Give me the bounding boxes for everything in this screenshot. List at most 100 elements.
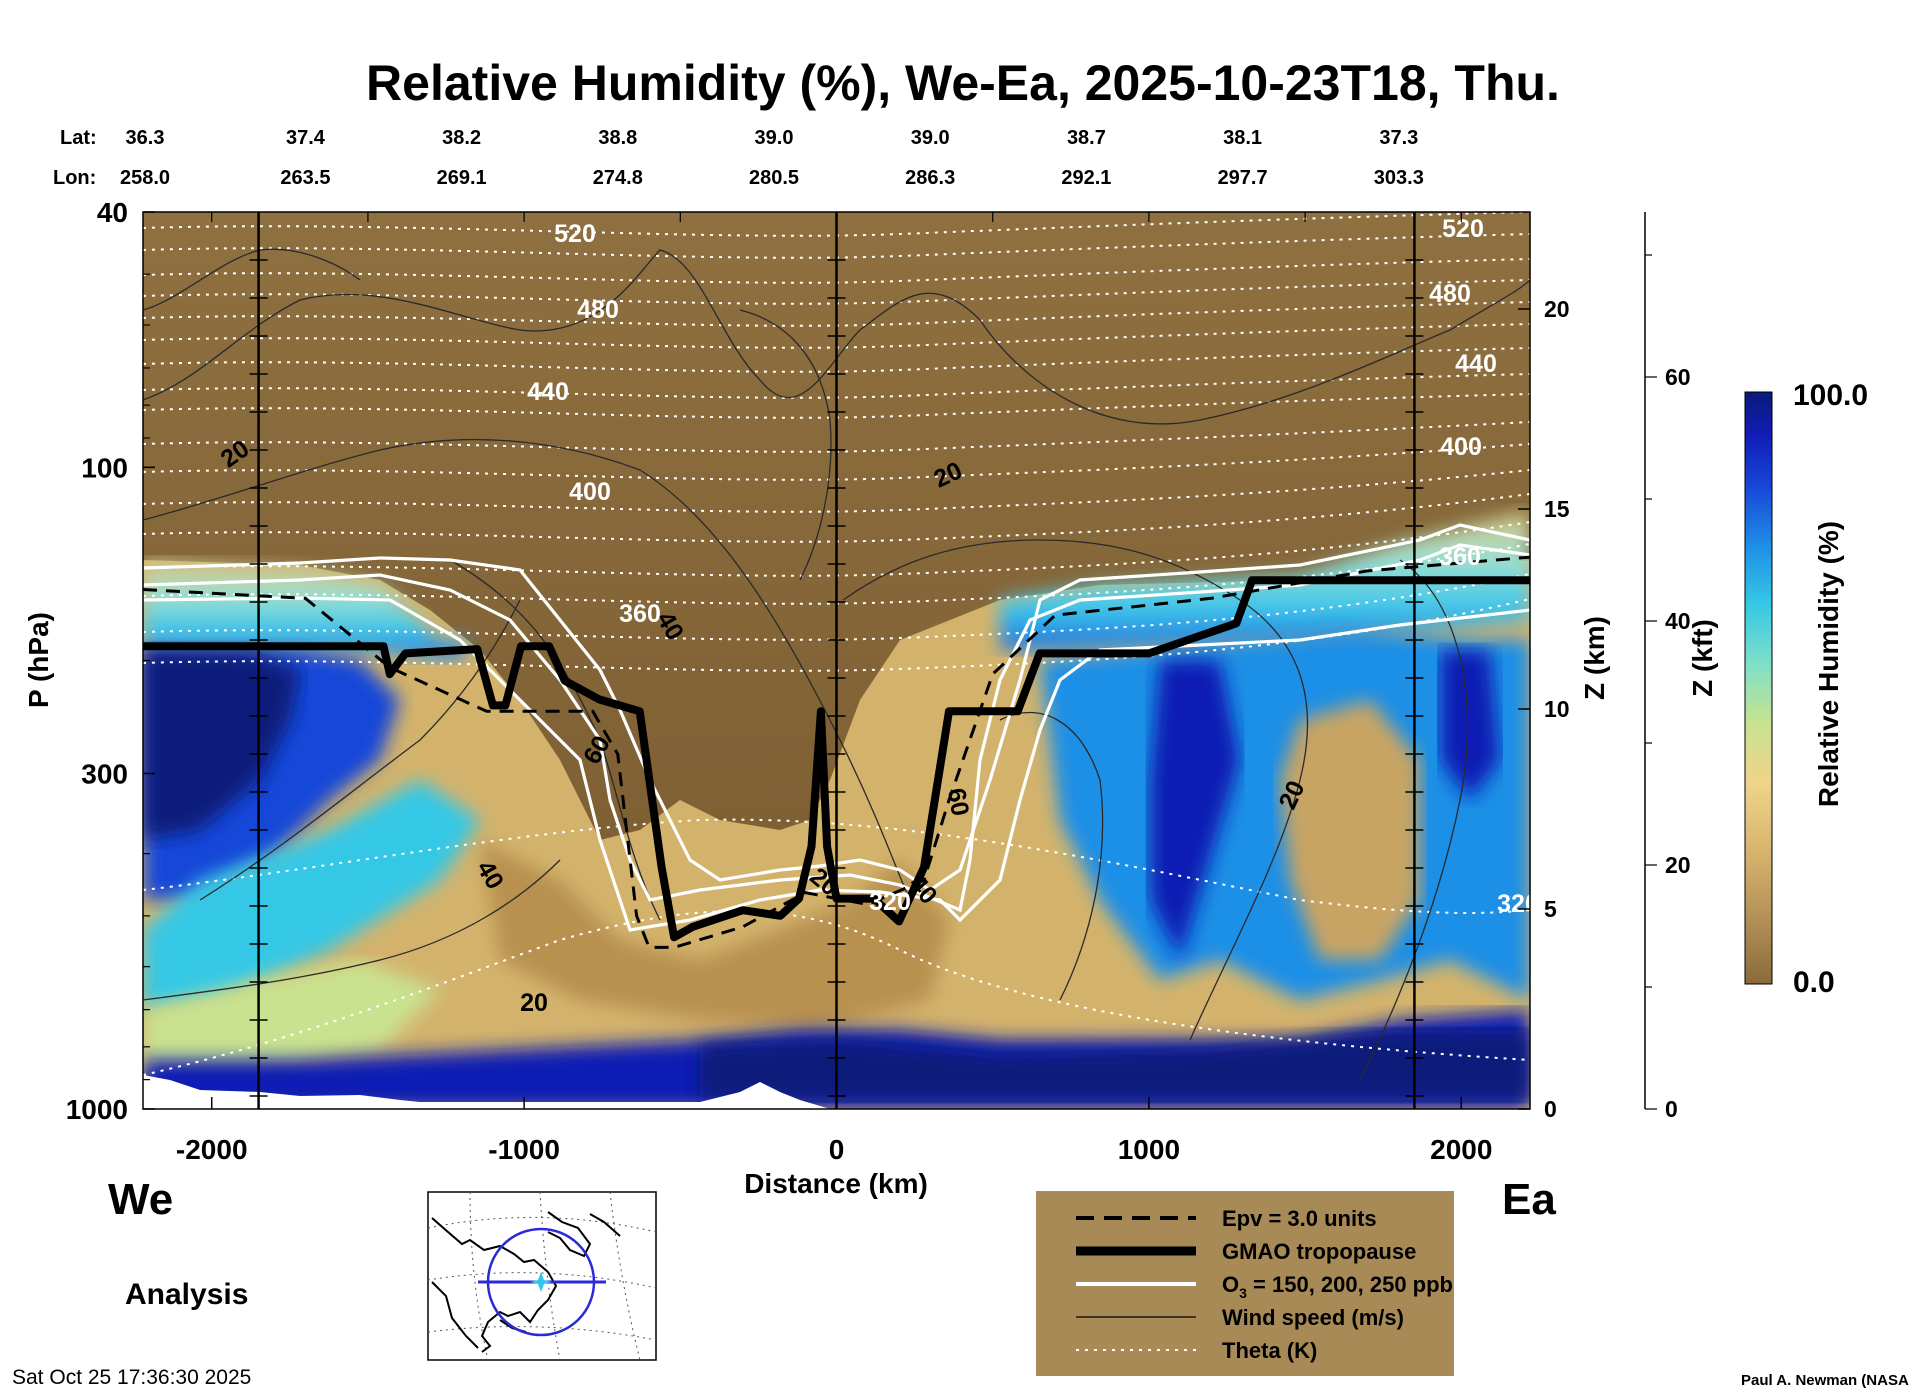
z-kft-axis-label: Z (kft) <box>1687 619 1718 697</box>
theta-line <box>143 818 1530 914</box>
reference-profile-lines <box>249 212 1424 1109</box>
lat-value: 37.3 <box>1379 127 1418 149</box>
y-tick-label: 100 <box>81 452 128 483</box>
wind-speed-line <box>739 309 832 581</box>
y-tick-label: 300 <box>81 758 128 789</box>
lat-label: Lat: <box>60 127 97 149</box>
lat-lon-row: 36.3 258.0 37.4 263.5 38.2 269.1 38.8 274.8 39.0… <box>120 127 1424 189</box>
x-tick-label: 1000 <box>1118 1134 1180 1165</box>
z-km-tick-label: 0 <box>1544 1096 1557 1122</box>
theta-line <box>143 258 1530 284</box>
lon-value: 292.1 <box>1061 167 1111 189</box>
theta-label: 320 <box>869 888 911 916</box>
theta-line <box>143 443 1530 481</box>
x-tick-label: 2000 <box>1430 1134 1492 1165</box>
lat-value: 36.3 <box>126 127 165 149</box>
theta-label: 480 <box>1429 280 1471 308</box>
theta-line <box>143 598 1530 672</box>
legend-label: Wind speed (m/s) <box>1222 1305 1404 1330</box>
colorbar-scale <box>1744 391 1773 985</box>
plot-area: 3203604004404805203203604004404805202020… <box>143 212 1539 1109</box>
theta-label: 360 <box>619 600 661 628</box>
wind-speed-label: 20 <box>520 989 548 1017</box>
lon-value: 303.3 <box>1374 167 1424 189</box>
theta-line <box>143 233 1530 259</box>
colorbar-max-label: 100.0 <box>1793 379 1868 412</box>
lon-value: 274.8 <box>593 167 643 189</box>
lon-value: 269.1 <box>437 167 487 189</box>
y-tick-label: 40 <box>97 197 128 228</box>
lon-value: 286.3 <box>905 167 955 189</box>
west-label: We <box>108 1175 173 1224</box>
theta-line <box>143 421 1530 453</box>
theta-label: 440 <box>527 378 569 406</box>
legend-label: Epv = 3.0 units <box>1222 1206 1377 1231</box>
very-moist-west <box>143 650 300 840</box>
theta-label: 480 <box>577 296 619 324</box>
lon-value: 263.5 <box>280 167 330 189</box>
theta-label: 320 <box>1497 890 1539 918</box>
very-moist-east-column <box>1150 660 1240 960</box>
theta-label: 440 <box>1455 350 1497 378</box>
wind-speed-label: 60 <box>942 786 974 818</box>
lat-value: 38.8 <box>598 127 637 149</box>
theta-label: 520 <box>554 220 596 248</box>
lat-value: 38.1 <box>1223 127 1262 149</box>
ozone-line <box>143 523 1530 892</box>
colorbar: 100.0 0.0 Relative Humidity (%) <box>1744 379 1868 999</box>
wind-speed-line <box>1359 559 1469 1081</box>
chart-title: Relative Humidity (%), We-Ea, 2025-10-23… <box>366 55 1560 111</box>
x-axis: -2000 -1000 0 1000 2000 <box>176 212 1492 1165</box>
theta-line <box>143 212 1530 237</box>
lon-value: 280.5 <box>749 167 799 189</box>
surface-mask <box>143 1075 830 1109</box>
east-label: Ea <box>1502 1175 1556 1224</box>
x-axis-label: Distance (km) <box>744 1168 928 1199</box>
z-km-tick-label: 5 <box>1544 896 1557 922</box>
lat-value: 39.0 <box>755 127 794 149</box>
theta-line <box>143 521 1530 577</box>
z-kft-tick-label: 40 <box>1665 608 1691 634</box>
theta-label: 360 <box>1439 543 1481 571</box>
lat-value: 37.4 <box>286 127 326 149</box>
x-tick-label: 0 <box>829 1134 845 1165</box>
theta-line <box>143 393 1530 419</box>
lat-value: 39.0 <box>911 127 950 149</box>
colorbar-label: Relative Humidity (%) <box>1813 521 1844 807</box>
very-moist-east-column-2 <box>1440 650 1500 800</box>
z-km-tick-label: 10 <box>1544 696 1570 722</box>
legend-label: O3 = 150, 200, 250 ppb <box>1222 1272 1453 1301</box>
credit: Paul A. Newman (NASA <box>1741 1372 1909 1389</box>
y-axis-label: P (hPa) <box>23 612 54 708</box>
ozone-line <box>143 596 1530 932</box>
moist-band-west <box>143 560 470 660</box>
legend: Epv = 3.0 units GMAO tropopause O3 = 150, … <box>1036 1191 1454 1376</box>
ozone-contours <box>143 523 1530 932</box>
z-km-axis: 0 5 10 15 20 <box>1518 296 1570 1122</box>
theta-label: 400 <box>569 478 611 506</box>
theta-line <box>143 347 1530 373</box>
theta-label: 520 <box>1442 215 1484 243</box>
wind-speed-line <box>842 539 1309 1041</box>
green-west-lower <box>143 960 440 1070</box>
x-tick-label: -2000 <box>176 1134 248 1165</box>
y-axis: 40 100 300 1000 <box>66 197 155 1125</box>
wind-speed-line <box>143 248 361 311</box>
tropopause-line <box>143 576 1530 942</box>
legend-label: GMAO tropopause <box>1222 1239 1416 1264</box>
theta-line <box>143 469 1530 513</box>
theta-line <box>143 543 1530 605</box>
wind-speed-line <box>143 249 1530 425</box>
colorbar-min-label: 0.0 <box>1793 966 1835 999</box>
wind-speed-line <box>143 438 911 901</box>
z-kft-tick-label: 60 <box>1665 364 1691 390</box>
theta-line <box>143 493 1530 543</box>
lat-value: 38.2 <box>442 127 481 149</box>
timestamp: Sat Oct 25 17:36:30 2025 <box>12 1366 251 1389</box>
z-kft-tick-label: 0 <box>1665 1096 1678 1122</box>
theta-line <box>143 573 1530 641</box>
locator-map <box>427 1191 657 1361</box>
z-km-tick-label: 20 <box>1544 296 1570 322</box>
wind-speed-line <box>199 599 521 901</box>
